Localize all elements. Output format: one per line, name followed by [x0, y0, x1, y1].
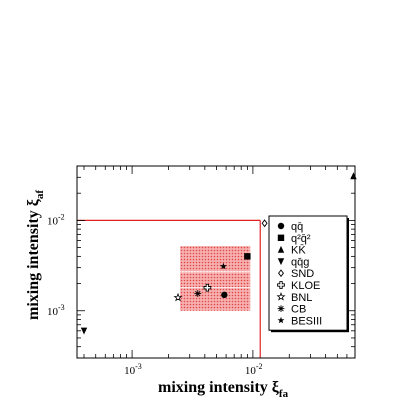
legend-marker-2 — [277, 245, 285, 253]
data-point-8 — [219, 262, 227, 270]
y-tick-label: 10-2 — [47, 212, 65, 227]
legend-label: qq̄g — [291, 256, 309, 268]
x-tick-label-exponent: -3 — [135, 362, 142, 371]
data-points-layer — [80, 172, 357, 335]
data-point-3 — [80, 327, 88, 335]
x-tick-label-base: 10 — [245, 365, 257, 377]
y-tick-label-base: 10 — [47, 215, 59, 227]
x-axis-title-main: mixing intensity ξ — [158, 379, 280, 396]
data-point-0 — [221, 291, 228, 299]
shaded-region — [180, 246, 251, 311]
x-tick-label-base: 10 — [124, 365, 135, 377]
y-tick-label-exponent: -2 — [58, 212, 65, 221]
legend-label: BNL — [291, 292, 312, 304]
legend-marker-8 — [277, 316, 285, 324]
legend-label: KLOE — [291, 280, 320, 292]
x-tick-label-exponent: -2 — [256, 362, 263, 371]
legend-marker-0 — [277, 222, 285, 230]
ticks-layer: 10-3 10-210-310-2 — [47, 165, 356, 377]
data-point-5 — [203, 283, 212, 292]
legend-marker-6 — [276, 292, 286, 301]
x-tick-label: 10-3 — [124, 362, 142, 377]
data-point-7 — [194, 290, 202, 297]
legend-marker-1 — [277, 234, 285, 241]
shaded-region-layer — [180, 246, 251, 311]
x-axis-title: mixing intensity ξfa — [158, 379, 289, 400]
data-point-6 — [173, 292, 183, 302]
y-tick-label-exponent: -3 — [58, 303, 65, 312]
data-point-2 — [350, 172, 357, 180]
x-tick-label: 10-2 — [245, 362, 263, 377]
x-axis-title-sub: fa — [279, 388, 289, 400]
y-axis-title: mixing intensity ξaf — [25, 190, 46, 320]
legend-label: CB — [291, 304, 306, 316]
legend-marker-7 — [277, 305, 285, 312]
legend-marker-3 — [277, 258, 285, 266]
legend-marker-4 — [278, 269, 284, 278]
y-tick-label-base: 10 — [47, 306, 59, 318]
legend-marker-5 — [277, 281, 285, 289]
data-point-1 — [244, 253, 251, 260]
asterisk-stroke — [278, 305, 284, 312]
legend-label: BESIII — [291, 315, 322, 327]
bound-lines-layer — [77, 219, 261, 358]
legend-label: KK̄ — [291, 244, 306, 257]
data-point-4 — [261, 219, 268, 228]
y-axis-title-main: mixing intensity ξ — [25, 198, 42, 320]
y-axis-title-sub: af — [34, 190, 46, 200]
asterisk-stroke — [195, 290, 201, 297]
legend-label: SND — [291, 268, 314, 280]
y-tick-label: 10-3 — [47, 303, 65, 318]
plot-frame — [76, 165, 356, 359]
legend-label: qq̄ — [291, 221, 303, 233]
legend-label: q²q̄² — [291, 233, 311, 245]
